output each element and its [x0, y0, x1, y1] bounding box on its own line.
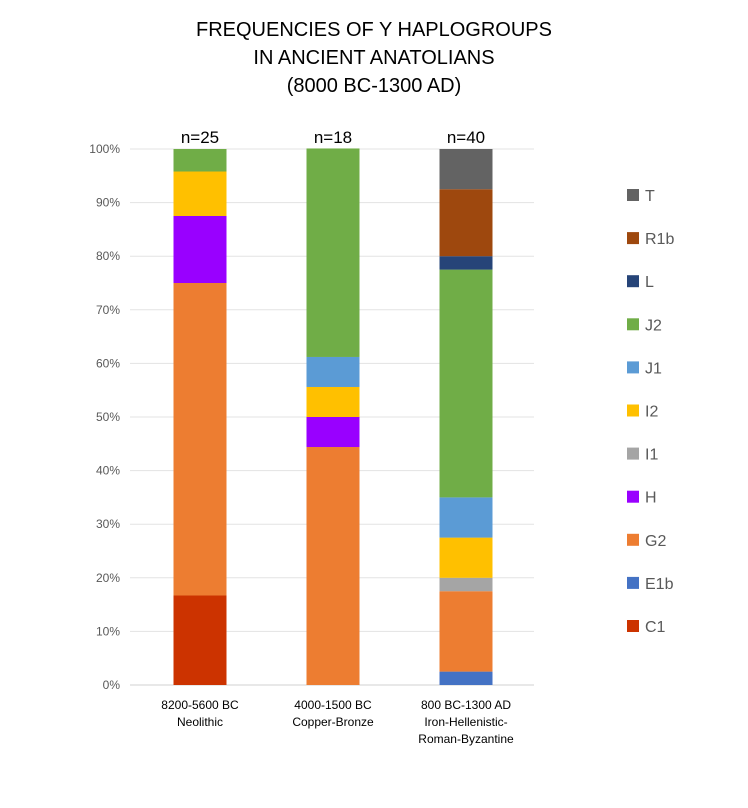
legend-swatch-i1: [627, 447, 639, 460]
bar-segment-e1b-3: [439, 671, 493, 685]
legend-label-e1b: E1b: [645, 576, 674, 593]
y-tick-label-10: 10%: [96, 624, 120, 638]
y-axis-ticks: 0% 10% 20% 30% 40% 50% 60% 70% 80% 90% 100%: [89, 142, 120, 692]
y-tick-label-40: 40%: [96, 464, 120, 478]
legend-swatch-g2: [627, 533, 639, 546]
legend-label-t: T: [645, 188, 655, 205]
bar-segment-j2-2: [306, 148, 360, 357]
bar-stack-3: [439, 149, 493, 685]
x-category-label-3-line-2: Iron-Hellenistic-: [424, 715, 507, 729]
sample-size-labels: n=25 n=18 n=40: [181, 128, 485, 147]
x-category-label-2-line-2: Copper-Bronze: [292, 715, 374, 729]
y-tick-label-100: 100%: [89, 142, 120, 156]
legend-swatch-h: [627, 490, 639, 503]
legend-label-l: L: [645, 274, 654, 291]
bar-segment-j1-3: [439, 497, 493, 538]
bar-segment-i2-2: [306, 386, 360, 417]
x-category-label-1-line-1: 8200-5600 BC: [161, 698, 239, 712]
y-tick-label-0: 0%: [103, 678, 121, 692]
legend-item-h: H: [627, 490, 657, 507]
x-category-label-1-line-2: Neolithic: [177, 715, 223, 729]
bar-segment-c1-1: [173, 595, 227, 685]
legend-item-t: T: [627, 188, 655, 205]
bar-segment-h-2: [306, 417, 360, 448]
legend-label-h: H: [645, 490, 657, 507]
bar-segment-r1b-3: [439, 189, 493, 257]
bar-segment-h-1: [173, 216, 227, 283]
legend-label-j2: J2: [645, 317, 662, 334]
y-tick-label-30: 30%: [96, 517, 120, 531]
bar-stack-2: [306, 148, 360, 685]
legend-swatch-i2: [627, 404, 639, 417]
legend-label-j1: J1: [645, 360, 662, 377]
legend: T R1b L J2 J1 I2 I1 H G2 E1b C1: [627, 188, 674, 636]
bar-segment-t-3: [439, 149, 493, 190]
bar-segment-i2-1: [173, 171, 227, 216]
legend-swatch-j1: [627, 361, 639, 374]
legend-item-r1b: R1b: [627, 231, 674, 248]
chart-title-line-1: FREQUENCIES OF Y HAPLOGROUPS: [196, 19, 552, 41]
y-tick-label-70: 70%: [96, 303, 120, 317]
chart-title-line-2: IN ANCIENT ANATOLIANS: [253, 47, 494, 69]
bar-segment-j1-2: [306, 356, 360, 387]
legend-swatch-r1b: [627, 232, 639, 245]
bar-segment-j2-1: [173, 149, 227, 172]
bar-segment-g2-3: [439, 591, 493, 672]
chart-title: FREQUENCIES OF Y HAPLOGROUPS IN ANCIENT A…: [196, 19, 552, 97]
sample-size-label-3: n=40: [447, 128, 485, 147]
legend-item-c1: C1: [627, 619, 666, 636]
legend-swatch-t: [627, 189, 639, 201]
x-category-label-2-line-1: 4000-1500 BC: [294, 698, 372, 712]
x-axis-labels: 8200-5600 BC Neolithic 4000-1500 BC Copper-…: [161, 698, 514, 746]
bar-segment-i1-3: [439, 577, 493, 592]
bar-segment-g2-2: [306, 447, 360, 685]
sample-size-label-2: n=18: [314, 128, 352, 147]
legend-label-r1b: R1b: [645, 231, 674, 248]
y-tick-label-90: 90%: [96, 196, 120, 210]
bars: [173, 148, 493, 685]
legend-label-g2: G2: [645, 533, 666, 550]
legend-swatch-l: [627, 275, 639, 288]
bar-segment-i2-3: [439, 537, 493, 578]
bar-segment-j2-3: [439, 269, 493, 498]
legend-label-i1: I1: [645, 447, 658, 464]
legend-item-j2: J2: [627, 317, 662, 334]
y-tick-label-60: 60%: [96, 356, 120, 370]
legend-label-i2: I2: [645, 404, 658, 421]
x-category-label-3-line-3: Roman-Byzantine: [418, 732, 514, 746]
legend-item-e1b: E1b: [627, 576, 674, 593]
bar-segment-g2-1: [173, 283, 227, 596]
legend-swatch-j2: [627, 318, 639, 331]
legend-swatch-e1b: [627, 576, 639, 589]
y-tick-label-20: 20%: [96, 571, 120, 585]
legend-item-i2: I2: [627, 404, 658, 421]
legend-item-j1: J1: [627, 360, 662, 377]
bar-stack-1: [173, 149, 227, 685]
y-tick-label-50: 50%: [96, 410, 120, 424]
legend-label-c1: C1: [645, 619, 666, 636]
bar-segment-l-3: [439, 256, 493, 270]
x-category-label-3-line-1: 800 BC-1300 AD: [421, 698, 511, 712]
sample-size-label-1: n=25: [181, 128, 219, 147]
legend-item-i1: I1: [627, 447, 658, 464]
y-tick-label-80: 80%: [96, 249, 120, 263]
legend-swatch-c1: [627, 620, 639, 632]
legend-item-g2: G2: [627, 533, 666, 550]
chart-title-line-3: (8000 BC-1300 AD): [287, 75, 462, 97]
legend-item-l: L: [627, 274, 654, 291]
